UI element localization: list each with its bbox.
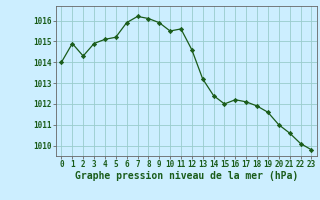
X-axis label: Graphe pression niveau de la mer (hPa): Graphe pression niveau de la mer (hPa) bbox=[75, 171, 298, 181]
